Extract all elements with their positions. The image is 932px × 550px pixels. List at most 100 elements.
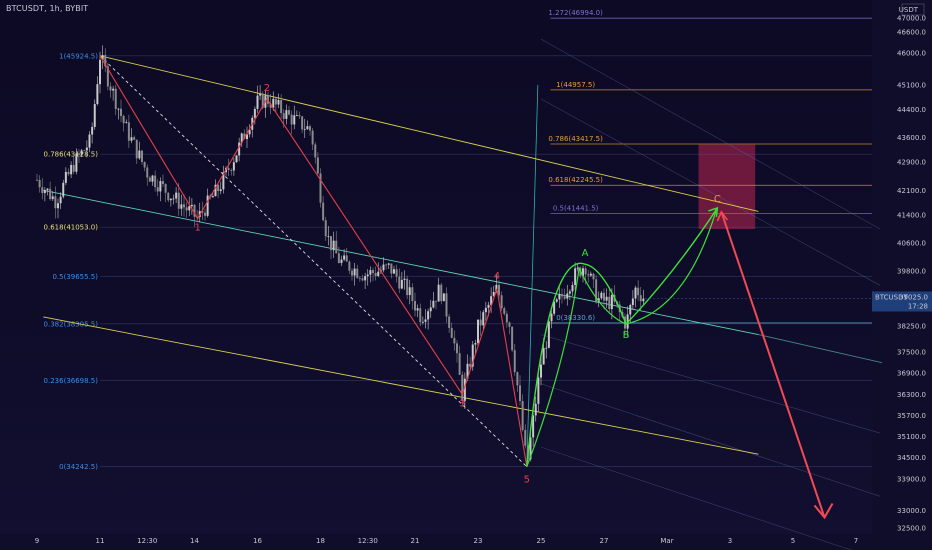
channel-mid-extension <box>758 334 883 364</box>
candle-body <box>516 372 519 386</box>
candle-body <box>369 270 372 275</box>
candle-body <box>387 263 390 265</box>
candle-body <box>316 157 319 174</box>
fib-left-label: 1(45924.5) <box>59 52 98 60</box>
candle-body <box>175 192 178 199</box>
candle-body <box>211 196 214 198</box>
candle-body <box>151 175 154 182</box>
candle-body <box>398 276 401 289</box>
pitchfork-line <box>540 98 881 286</box>
candle-body <box>193 204 196 217</box>
candle-body <box>519 385 521 402</box>
y-tick-label: 40600.0 <box>897 240 926 248</box>
candle-body <box>474 343 477 345</box>
fib-left-label: 0.618(41053.0) <box>44 224 99 232</box>
candle-body <box>306 126 309 130</box>
candle-body <box>448 316 451 328</box>
candle-body <box>358 277 361 279</box>
candle-body <box>269 103 272 108</box>
wave-label-5: 5 <box>524 475 530 486</box>
candle-body <box>408 287 411 296</box>
candle-body <box>167 192 170 201</box>
fib-left-label: 0(34242.5) <box>59 463 98 471</box>
candle-body <box>114 88 117 110</box>
candle-body <box>240 133 243 143</box>
candle-body <box>351 270 353 276</box>
candle-body <box>542 348 545 365</box>
time-axis-panel <box>0 534 932 550</box>
candle-body <box>524 429 527 446</box>
candle-body <box>603 292 605 301</box>
candle-body <box>608 296 611 310</box>
y-tick-label: 43600.0 <box>897 134 926 142</box>
candle-body <box>429 307 432 312</box>
x-tick-label: 3 <box>728 537 732 545</box>
pitchfork-line <box>540 383 881 497</box>
wave-c-projection-upper <box>625 207 718 325</box>
candle-body <box>243 133 246 140</box>
candle-body <box>505 313 508 323</box>
candle-body <box>571 284 574 292</box>
candle-body <box>57 203 59 209</box>
candle-body <box>172 198 175 200</box>
candle-body <box>164 184 167 193</box>
candle-body <box>532 415 535 438</box>
candle-body <box>576 267 579 269</box>
candle-body <box>169 198 172 201</box>
candle-body <box>327 236 330 237</box>
candle-body <box>301 116 304 130</box>
x-tick-label: 18 <box>316 537 325 545</box>
candle-body <box>490 296 493 305</box>
candle-body <box>605 296 608 301</box>
candle-body <box>154 175 157 188</box>
candle-body <box>403 278 406 280</box>
candle-body <box>642 298 645 302</box>
candle-body <box>54 196 57 209</box>
candle-body <box>80 150 83 155</box>
candle-body <box>259 93 262 96</box>
candle-body <box>566 293 569 299</box>
candle-body <box>133 137 136 140</box>
pitchfork-line <box>540 334 881 434</box>
candle-body <box>595 279 598 303</box>
candle-body <box>141 150 143 162</box>
candle-body <box>117 108 120 110</box>
candle-body <box>637 287 640 296</box>
candle-body <box>204 212 206 216</box>
candle-body <box>85 147 88 151</box>
candle-body <box>36 179 38 181</box>
candle-body <box>356 268 359 278</box>
candle-body <box>482 312 485 326</box>
candle-body <box>555 299 558 302</box>
candle-body <box>159 181 162 192</box>
candle-body <box>91 126 94 135</box>
x-tick-label: Mar <box>660 537 673 545</box>
candle-body <box>253 108 256 118</box>
candle-body <box>487 304 490 308</box>
candle-body <box>230 170 233 171</box>
candle-body <box>561 294 563 297</box>
candle-body <box>51 196 54 200</box>
candle-body <box>109 86 112 91</box>
y-tick-label: 45100.0 <box>897 81 926 89</box>
candle-body <box>440 284 443 302</box>
last-price-countdown: 17:28 <box>908 303 928 311</box>
fib-left-label: 0.382(38305.5) <box>44 320 99 328</box>
last-price-tag <box>872 291 932 312</box>
green-arrowhead <box>708 206 719 218</box>
candle-body <box>214 184 217 197</box>
wave-label-a: A <box>582 248 589 259</box>
candle-body <box>432 300 435 308</box>
candle-body <box>41 187 44 194</box>
candle-body <box>353 268 356 276</box>
candle-body <box>222 172 225 190</box>
candle-body <box>450 327 453 338</box>
target-zone-box <box>698 144 756 230</box>
candle-body <box>545 347 548 349</box>
candle-body <box>343 255 346 260</box>
symbol-title: BTCUSDT, 1h, BYBIT <box>6 4 89 13</box>
wave-label-c: C <box>714 194 721 205</box>
y-tick-label: 37500.0 <box>897 349 926 357</box>
